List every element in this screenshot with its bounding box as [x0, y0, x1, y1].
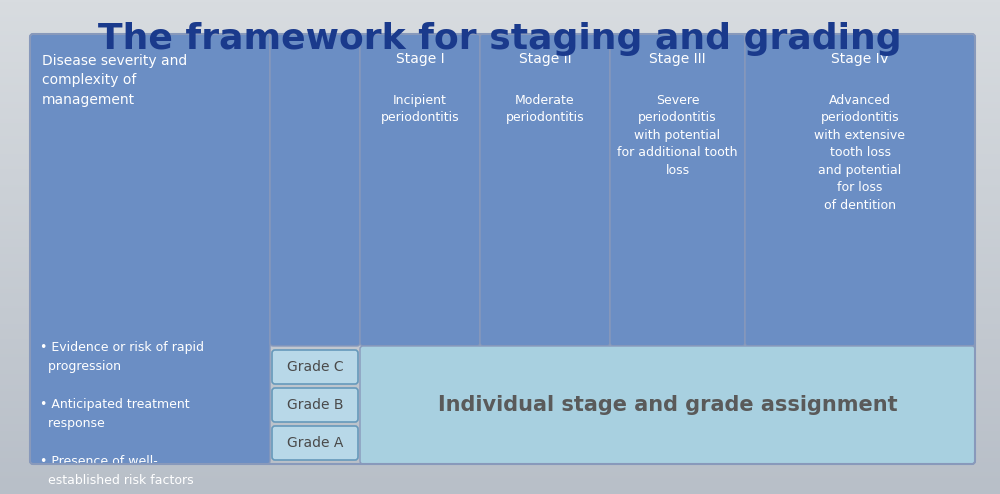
FancyBboxPatch shape	[272, 388, 358, 422]
Text: Stage IV: Stage IV	[831, 52, 889, 66]
Text: Stage II: Stage II	[519, 52, 571, 66]
FancyBboxPatch shape	[745, 34, 975, 346]
FancyBboxPatch shape	[610, 34, 745, 346]
Text: • Evidence or risk of rapid
  progression

• Anticipated treatment
  response

•: • Evidence or risk of rapid progression …	[40, 341, 204, 487]
FancyBboxPatch shape	[480, 34, 610, 346]
FancyBboxPatch shape	[30, 34, 270, 464]
Text: Stage I: Stage I	[396, 52, 444, 66]
Text: Severe
periodontitis
with potential
for additional tooth
loss: Severe periodontitis with potential for …	[617, 94, 738, 177]
Text: Disease severity and
complexity of
management: Disease severity and complexity of manag…	[42, 54, 187, 107]
FancyBboxPatch shape	[360, 346, 975, 464]
Text: Grade B: Grade B	[287, 398, 343, 412]
FancyBboxPatch shape	[272, 350, 358, 384]
Text: Grade A: Grade A	[287, 436, 343, 450]
FancyBboxPatch shape	[272, 426, 358, 460]
Text: Advanced
periodontitis
with extensive
tooth loss
and potential
for loss
of denti: Advanced periodontitis with extensive to…	[814, 94, 906, 212]
Text: The framework for staging and grading: The framework for staging and grading	[98, 22, 902, 56]
Text: Stage III: Stage III	[649, 52, 706, 66]
Text: Moderate
periodontitis: Moderate periodontitis	[506, 94, 584, 124]
Text: Incipient
periodontitis: Incipient periodontitis	[381, 94, 459, 124]
FancyBboxPatch shape	[360, 34, 480, 346]
Text: Grade C: Grade C	[287, 360, 343, 374]
Text: Individual stage and grade assignment: Individual stage and grade assignment	[438, 395, 897, 415]
FancyBboxPatch shape	[270, 34, 360, 346]
